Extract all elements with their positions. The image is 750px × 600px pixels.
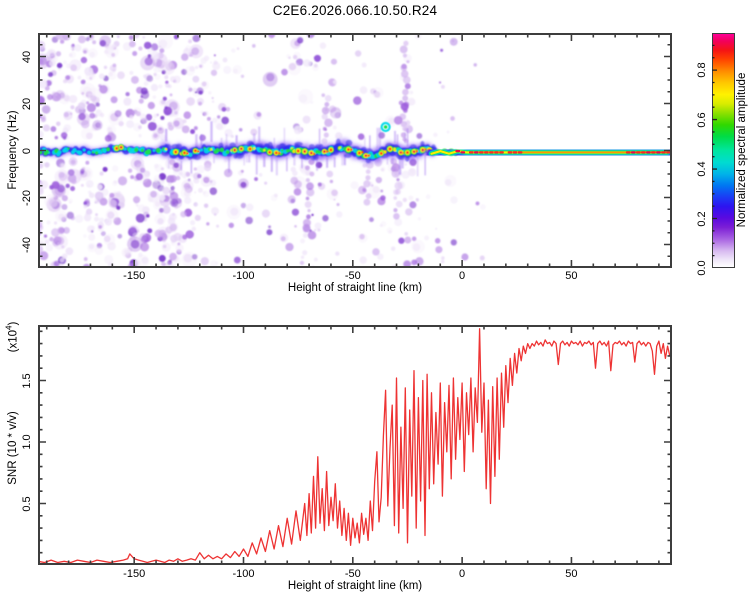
top-y-tick-label: 20 bbox=[21, 97, 33, 110]
snr-plot bbox=[38, 325, 672, 565]
top-x-tick-label: 50 bbox=[565, 270, 578, 282]
colorbar-tick-label: 0.6 bbox=[696, 111, 708, 128]
top-x-axis-title: Height of straight line (km) bbox=[287, 282, 423, 294]
top-y-tick-label: 40 bbox=[21, 50, 33, 63]
bottom-y-tick-label: 1.5 bbox=[21, 372, 33, 389]
top-y-tick-label: -40 bbox=[21, 236, 33, 253]
spectrogram-plot bbox=[38, 33, 672, 268]
colorbar-ticks bbox=[712, 44, 717, 257]
bottom-y-tick-label: 1.0 bbox=[21, 434, 33, 450]
colorbar-tick-label: 0.0 bbox=[696, 260, 708, 276]
bottom-y-axis-title: SNR (10 * v/v) bbox=[7, 411, 19, 485]
bottom-x-tick-label: -150 bbox=[123, 568, 146, 580]
colorbar bbox=[712, 33, 735, 268]
top-y-axis-title: Frequency (Hz) bbox=[7, 110, 19, 190]
bottom-x-tick-label: -50 bbox=[344, 568, 361, 580]
bottom-x-tick-label: 0 bbox=[459, 568, 466, 580]
colorbar-title: Normalized spectral amplitude bbox=[736, 72, 748, 228]
top-x-tick-label: -100 bbox=[232, 270, 255, 282]
colorbar-tick-label: 0.4 bbox=[696, 161, 708, 177]
bottom-y-scale-label: (x104) bbox=[4, 321, 20, 353]
top-y-tick-label: 0 bbox=[21, 147, 33, 154]
bottom-x-tick-label: -100 bbox=[232, 568, 255, 580]
top-x-tick-label: -50 bbox=[344, 270, 361, 282]
bottom-x-axis-title: Height of straight line (km) bbox=[287, 580, 423, 592]
bottom-y-tick-label: 0.5 bbox=[21, 495, 33, 512]
colorbar-tick-label: 0.2 bbox=[696, 210, 708, 227]
top-x-tick-label: 0 bbox=[459, 270, 466, 282]
colorbar-tick-label: 0.8 bbox=[696, 62, 708, 78]
top-y-tick-label: -20 bbox=[21, 189, 33, 206]
top-x-tick-label: -150 bbox=[123, 270, 146, 282]
figure-title: C2E6.2026.066.10.50.R24 bbox=[272, 3, 438, 18]
bottom-x-tick-label: 50 bbox=[565, 568, 578, 580]
